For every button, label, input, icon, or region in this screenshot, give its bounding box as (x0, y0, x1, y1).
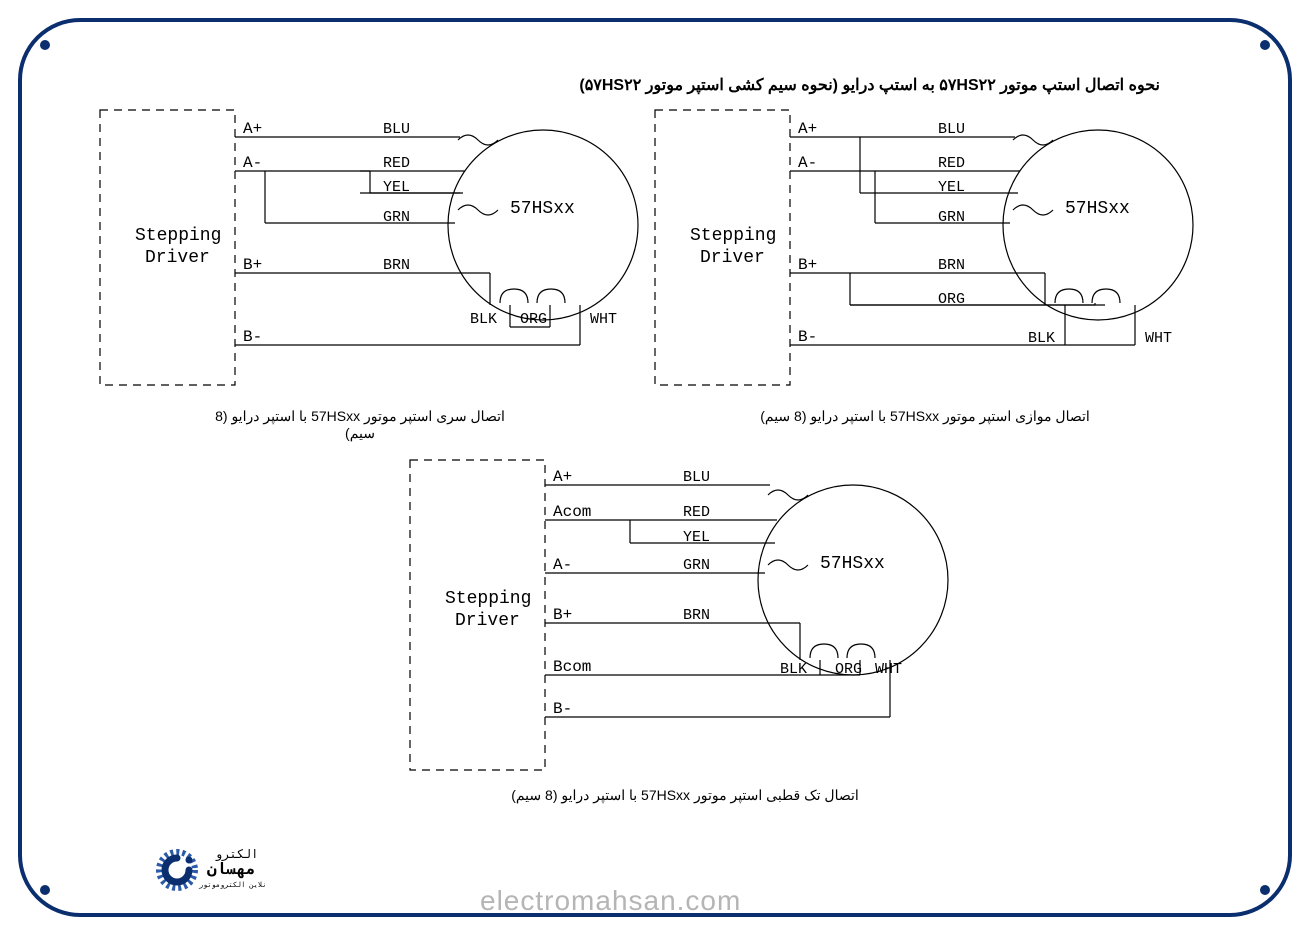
driver-label: Stepping (135, 226, 221, 246)
term-a-minus: A- (553, 556, 572, 574)
driver-label2: Driver (145, 248, 210, 268)
term-acom: Acom (553, 503, 591, 521)
wire-wht: WHT (1145, 330, 1172, 347)
watermark-text: electromahsan.com (480, 885, 741, 917)
term-a-plus: A+ (243, 120, 262, 138)
term-b-minus: B- (243, 328, 262, 346)
wire-yel: YEL (383, 179, 410, 196)
diagram-series: Stepping Driver A+ A- B+ B- BLU RED YEL … (95, 105, 650, 395)
term-bcom: Bcom (553, 658, 591, 676)
term-b-plus: B+ (243, 256, 262, 274)
driver-label2: Driver (700, 248, 765, 268)
driver-label: Stepping (445, 589, 531, 609)
driver-label2: Driver (455, 611, 520, 631)
wire-org: ORG (835, 661, 862, 678)
wire-grn: GRN (383, 209, 410, 226)
wire-wht: WHT (875, 661, 902, 678)
wire-org: ORG (938, 291, 965, 308)
logo-text-top: الکترو (215, 848, 258, 862)
term-a-minus: A- (243, 154, 262, 172)
logo-text-bottom: مهسان (207, 861, 255, 879)
logo-subtext: خرید آنلاین الکتروموتور (198, 880, 265, 890)
wire-brn: BRN (683, 607, 710, 624)
driver-label: Stepping (690, 226, 776, 246)
wire-grn: GRN (683, 557, 710, 574)
wire-brn: BRN (383, 257, 410, 274)
wire-blk: BLK (780, 661, 807, 678)
brand-logo: الکترو مهسان خرید آنلاین الکتروموتور (155, 840, 265, 895)
wire-blu: BLU (938, 121, 965, 138)
wire-yel: YEL (683, 529, 710, 546)
motor-label: 57HSxx (820, 554, 885, 574)
wire-wht: WHT (590, 311, 617, 328)
term-b-plus: B+ (553, 606, 572, 624)
wire-blk: BLK (470, 311, 497, 328)
caption-series: اتصال سری استپر موتور 57HSxx با استپر در… (200, 408, 520, 442)
term-a-minus: A- (798, 154, 817, 172)
wire-red: RED (938, 155, 965, 172)
diagram-unipolar: Stepping Driver A+ Acom A- B+ Bcom B- BL… (405, 455, 960, 775)
wire-red: RED (683, 504, 710, 521)
wire-org: ORG (520, 311, 547, 328)
wire-grn: GRN (938, 209, 965, 226)
term-b-minus: B- (553, 700, 572, 718)
motor-label: 57HSxx (510, 199, 575, 219)
wire-blu: BLU (683, 469, 710, 486)
page-title: نحوه اتصال استپ موتور ۵۷HS۲۲ به استپ درا… (579, 75, 1160, 95)
motor-label: 57HSxx (1065, 199, 1130, 219)
wire-blk: BLK (1028, 330, 1055, 347)
wire-yel: YEL (938, 179, 965, 196)
term-b-plus: B+ (798, 256, 817, 274)
caption-parallel: اتصال موازی استپر موتور 57HSxx با استپر … (755, 408, 1095, 425)
caption-unipolar: اتصال تک قطبی استپر موتور 57HSxx با استپ… (505, 787, 865, 804)
wire-red: RED (383, 155, 410, 172)
term-b-minus: B- (798, 328, 817, 346)
term-a-plus: A+ (798, 120, 817, 138)
term-a-plus: A+ (553, 468, 572, 486)
wire-blu: BLU (383, 121, 410, 138)
diagram-parallel: Stepping Driver A+ A- B+ B- BLU RED YEL … (650, 105, 1205, 395)
wire-brn: BRN (938, 257, 965, 274)
